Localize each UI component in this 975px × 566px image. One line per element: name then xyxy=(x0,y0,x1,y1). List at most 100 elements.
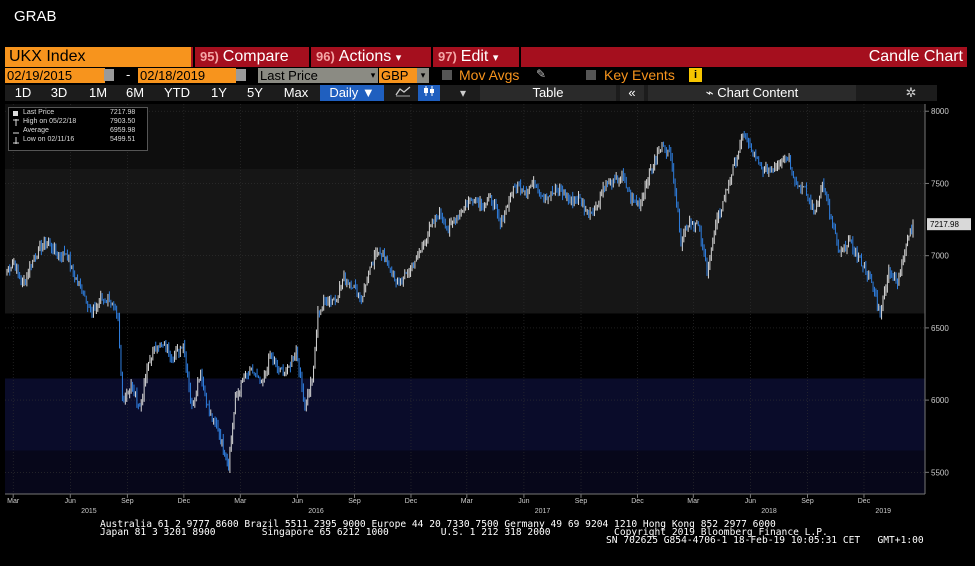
actions-button[interactable]: 96) Actions ▾ xyxy=(316,47,401,67)
x-tick-label: Sep xyxy=(348,498,361,505)
year-label: 2018 xyxy=(761,508,777,515)
chevron-down-icon: ▾ xyxy=(395,52,402,64)
x-tick-label: Mar xyxy=(234,498,247,505)
legend-low-label: Low on 02/11/16 xyxy=(23,136,75,143)
line-chart-icon[interactable] xyxy=(392,85,414,101)
x-tick-label: Sep xyxy=(121,498,134,505)
end-date-field[interactable]: 02/18/2019 xyxy=(138,68,236,83)
y-tick-label: 7000 xyxy=(931,252,949,261)
chart-band xyxy=(5,104,925,169)
collapse-icon[interactable]: « xyxy=(620,85,644,101)
x-tick-label: Jun xyxy=(745,498,756,505)
divider xyxy=(193,47,195,67)
currency-select[interactable]: GBP xyxy=(379,68,417,83)
table-button[interactable]: Table xyxy=(480,85,616,101)
ticker-field[interactable] xyxy=(5,47,191,67)
start-date-field[interactable]: 02/19/2015 xyxy=(5,68,105,83)
divider xyxy=(431,47,433,67)
chart-band xyxy=(5,313,925,379)
last-price-label: 7217.98 xyxy=(930,220,959,229)
x-tick-label: Jun xyxy=(65,498,76,505)
period-5y-button[interactable]: 5Y xyxy=(247,85,263,100)
calendar-icon[interactable] xyxy=(236,69,246,81)
chart-band xyxy=(5,169,925,314)
x-tick-label: Sep xyxy=(575,498,588,505)
x-tick-label: Mar xyxy=(461,498,474,505)
compare-button[interactable]: 95) Compare xyxy=(200,47,289,67)
chart-content-label: Chart Content xyxy=(717,85,799,100)
chevron-down-icon[interactable]: ▾ xyxy=(459,86,467,100)
period-6m-button[interactable]: 6M xyxy=(125,85,145,100)
year-label: 2017 xyxy=(535,508,551,515)
edit-number: 97) xyxy=(438,49,457,64)
x-tick-label: Sep xyxy=(801,498,814,505)
legend-low-value: 5499.51 xyxy=(110,136,136,143)
key-events-label[interactable]: Key Events xyxy=(604,67,675,83)
mov-avgs-label[interactable]: Mov Avgs xyxy=(459,67,520,83)
last-price-tag xyxy=(927,218,971,231)
x-tick-label: Mar xyxy=(687,498,700,505)
y-tick-label: 6500 xyxy=(931,324,949,333)
chevron-down-icon[interactable]: ▾ xyxy=(417,68,429,83)
chart-content-button[interactable]: ⌁ Chart Content xyxy=(648,85,856,101)
mov-avgs-checkbox[interactable] xyxy=(442,70,452,80)
price-field-select[interactable]: Last Price xyxy=(258,68,368,83)
x-tick-label: Jun xyxy=(518,498,529,505)
edit-button[interactable]: 97) Edit ▾ xyxy=(438,47,498,67)
actions-label: Actions xyxy=(338,48,392,65)
candle-icon[interactable] xyxy=(418,85,440,101)
legend-high-label: High on 05/22/18 xyxy=(23,118,77,125)
x-tick-label: Dec xyxy=(405,498,418,505)
divider xyxy=(309,47,311,67)
divider xyxy=(519,47,521,67)
x-tick-label: Dec xyxy=(178,498,191,505)
x-tick-label: Dec xyxy=(631,498,644,505)
footer-session-line: SN 702625 G854-4706-1 18-Feb-19 10:05:31… xyxy=(606,535,924,546)
legend-average-value: 6959.98 xyxy=(110,127,136,134)
chevron-down-icon[interactable]: ▾ xyxy=(368,68,378,83)
ticker-input[interactable]: UKX Index xyxy=(9,48,86,65)
period-3d-button[interactable]: 3D xyxy=(50,85,68,100)
x-tick-label: Dec xyxy=(858,498,871,505)
info-icon[interactable]: i xyxy=(689,68,702,82)
legend-high-value: 7903.50 xyxy=(110,118,136,125)
legend-last-price-value: 7217.98 xyxy=(110,109,136,116)
period-max-button[interactable]: Max xyxy=(283,85,309,100)
year-label: 2019 xyxy=(875,508,891,515)
year-label: 2015 xyxy=(81,508,97,515)
x-tick-label: Mar xyxy=(7,498,20,505)
period-ytd-button[interactable]: YTD xyxy=(164,85,190,100)
window-title: GRAB xyxy=(14,8,57,25)
y-tick-label: 5500 xyxy=(931,468,949,477)
period-1y-button[interactable]: 1Y xyxy=(211,85,227,100)
compare-number: 95) xyxy=(200,49,219,64)
y-tick-label: 6000 xyxy=(931,396,949,405)
calendar-icon[interactable] xyxy=(104,69,114,81)
date-separator: - xyxy=(126,67,131,82)
compare-label: Compare xyxy=(222,48,289,65)
footer: Australia 61 2 9777 8600 Brazil 5511 239… xyxy=(0,516,975,566)
edit-label: Edit xyxy=(460,48,489,65)
chart-legend: Last Price 7217.98 High on 05/22/18 7903… xyxy=(8,107,148,151)
command-bar xyxy=(5,47,967,67)
key-events-checkbox[interactable] xyxy=(586,70,596,80)
candle-chart[interactable]: 5500 6000 6500 7000 7500 8000 Mar Jun Sep Dec Mar J… xyxy=(0,101,975,516)
legend-average-label: Average xyxy=(23,127,49,134)
chart-type-label: Candle Chart xyxy=(868,48,963,65)
footer-contacts-line2: Japan 81 3 3201 8900 Singapore 65 6212 1… xyxy=(100,527,828,538)
chart-content-icon: ⌁ xyxy=(705,85,718,100)
frequency-select[interactable]: Daily ▼ xyxy=(320,85,384,101)
footer-contacts-line1: Australia 61 2 9777 8600 Brazil 5511 239… xyxy=(100,519,776,530)
chevron-down-icon: ▾ xyxy=(492,52,499,64)
period-1m-button[interactable]: 1M xyxy=(88,85,108,100)
pencil-icon[interactable]: ✎ xyxy=(536,67,547,81)
period-1d-button[interactable]: 1D xyxy=(14,85,32,100)
legend-marker-icons xyxy=(13,111,19,144)
y-tick-label: 8000 xyxy=(931,107,949,116)
actions-number: 96) xyxy=(316,49,335,64)
gear-icon[interactable]: ✲ xyxy=(905,85,917,100)
year-label: 2016 xyxy=(308,508,324,515)
chart-band xyxy=(5,378,925,451)
x-tick-label: Jun xyxy=(292,498,303,505)
legend-last-price-label: Last Price xyxy=(23,109,55,116)
